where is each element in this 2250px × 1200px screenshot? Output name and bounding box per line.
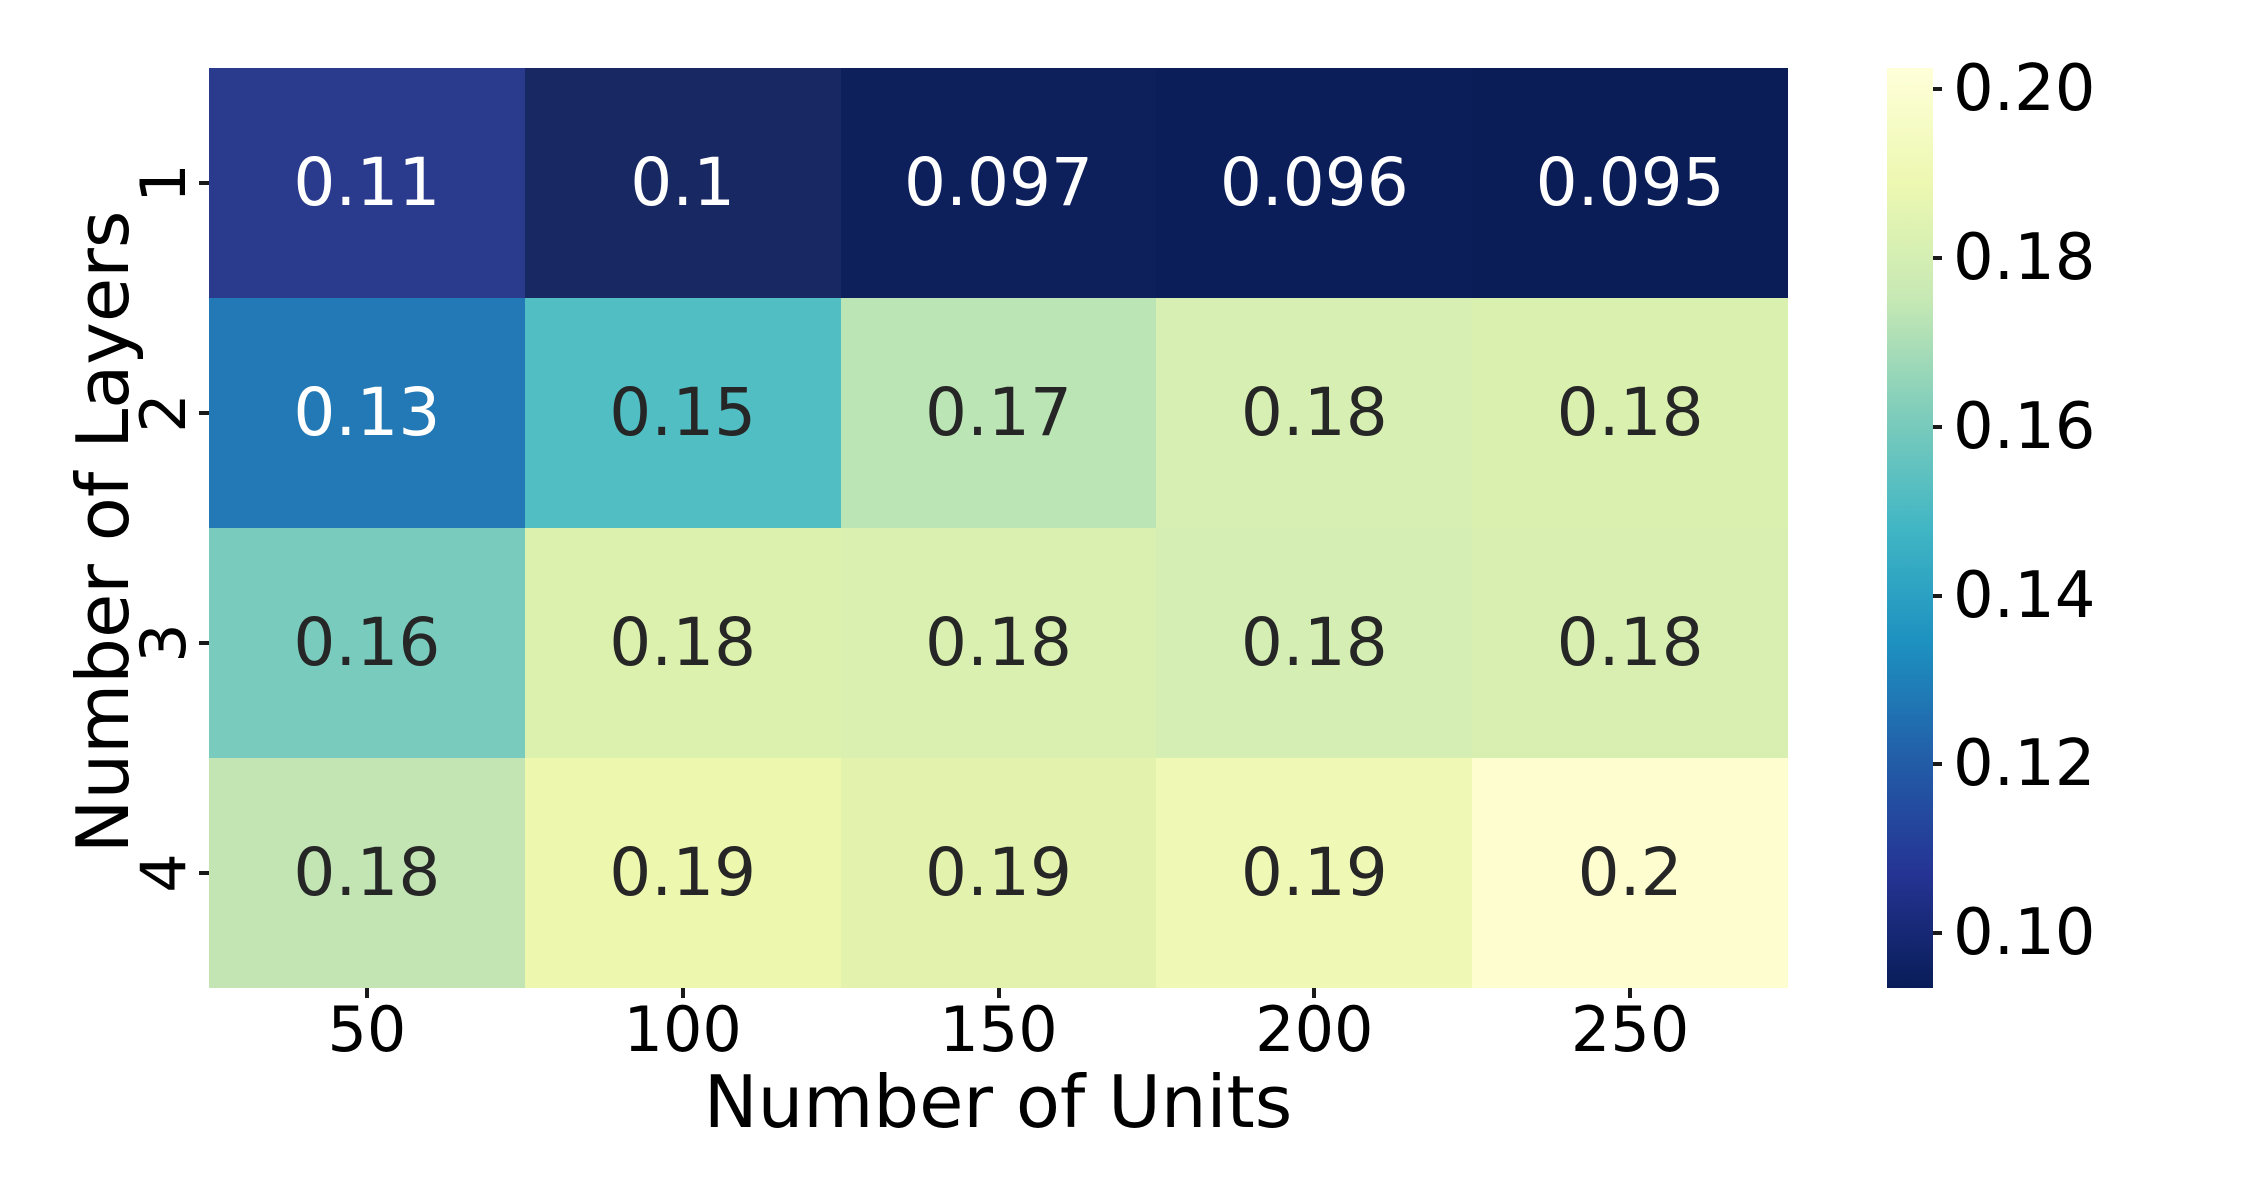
y-tick-label: 4: [127, 853, 200, 893]
heatmap-cell: 0.096: [1156, 68, 1473, 298]
x-tick-label: 50: [327, 993, 407, 1066]
cell-annotation: 0.15: [609, 374, 757, 451]
heatmap-cell: 0.18: [840, 528, 1157, 758]
colorbar-tick-label: 0.14: [1953, 558, 2096, 633]
colorbar-tick-mark: [1933, 255, 1942, 260]
x-tick-mark: [364, 988, 369, 998]
cell-annotation: 0.2: [1577, 834, 1683, 911]
colorbar-tick-mark: [1933, 87, 1942, 92]
heatmap-cell: 0.095: [1472, 68, 1788, 298]
heatmap-cell: 0.097: [840, 68, 1157, 298]
y-tick-label: 1: [127, 163, 200, 203]
colorbar-tick-label: 0.16: [1953, 389, 2096, 464]
cell-annotation: 0.11: [293, 144, 441, 221]
cell-annotation: 0.17: [925, 374, 1072, 451]
heatmap-cell: 0.11: [209, 68, 525, 298]
heatmap-cell: 0.18: [524, 528, 841, 758]
heatmap-cell: 0.19: [840, 758, 1157, 988]
heatmap-cell: 0.18: [209, 758, 525, 988]
x-tick-mark: [996, 988, 1001, 998]
colorbar-tick-mark: [1933, 762, 1942, 767]
x-tick-label: 250: [1570, 993, 1690, 1066]
heatmap-cell: 0.17: [840, 298, 1157, 528]
x-tick-mark: [1628, 988, 1633, 998]
heatmap-cell: 0.2: [1472, 758, 1788, 988]
x-tick-label: 100: [623, 993, 742, 1066]
cell-annotation: 0.19: [609, 834, 757, 911]
heatmap-cell: 0.18: [1156, 528, 1473, 758]
colorbar: [1887, 68, 1933, 988]
x-tick-label: 200: [1255, 993, 1374, 1066]
cell-annotation: 0.18: [1240, 374, 1388, 451]
x-tick-mark: [680, 988, 685, 998]
x-tick-mark: [1312, 988, 1317, 998]
heatmap-grid: 0.11 0.1 0.097 0.096 0.095 0.13 0.15 0.17 0.18 0.…: [209, 68, 1788, 988]
heatmap-cell: 0.19: [1156, 758, 1473, 988]
colorbar-tick-label: 0.20: [1953, 52, 2096, 127]
cell-annotation: 0.18: [609, 604, 757, 681]
colorbar-tick-mark: [1933, 593, 1942, 598]
cell-annotation: 0.13: [293, 374, 441, 451]
cell-annotation: 0.096: [1219, 144, 1409, 221]
heatmap-cell: 0.19: [524, 758, 841, 988]
y-tick-mark: [199, 411, 209, 415]
heatmap-cell: 0.15: [524, 298, 841, 528]
cell-annotation: 0.16: [293, 604, 441, 681]
cell-annotation: 0.18: [1556, 604, 1704, 681]
cell-annotation: 0.097: [904, 144, 1093, 221]
colorbar-tick-label: 0.18: [1953, 220, 2096, 295]
colorbar-tick-label: 0.12: [1953, 727, 2096, 802]
cell-annotation: 0.19: [925, 834, 1072, 911]
cell-annotation: 0.095: [1535, 144, 1725, 221]
y-tick-mark: [199, 871, 209, 875]
cell-annotation: 0.18: [293, 834, 441, 911]
y-axis-label: Number of Layers: [61, 210, 145, 854]
cell-annotation: 0.1: [630, 144, 736, 221]
x-axis-label: Number of Units: [703, 1060, 1293, 1144]
x-tick-label: 150: [939, 993, 1058, 1066]
colorbar-tick-mark: [1933, 424, 1942, 429]
cell-annotation: 0.18: [925, 604, 1072, 681]
cell-annotation: 0.18: [1240, 604, 1388, 681]
heatmap-cell: 0.18: [1156, 298, 1473, 528]
cell-annotation: 0.19: [1240, 834, 1388, 911]
heatmap-cell: 0.13: [209, 298, 525, 528]
heatmap-cell: 0.16: [209, 528, 525, 758]
y-tick-mark: [199, 641, 209, 645]
colorbar-tick-mark: [1933, 931, 1942, 936]
cell-annotation: 0.18: [1556, 374, 1704, 451]
y-tick-mark: [199, 181, 209, 185]
colorbar-tick-label: 0.10: [1953, 896, 2096, 971]
heatmap-cell: 0.1: [524, 68, 841, 298]
heatmap-cell: 0.18: [1472, 528, 1788, 758]
heatmap-cell: 0.18: [1472, 298, 1788, 528]
